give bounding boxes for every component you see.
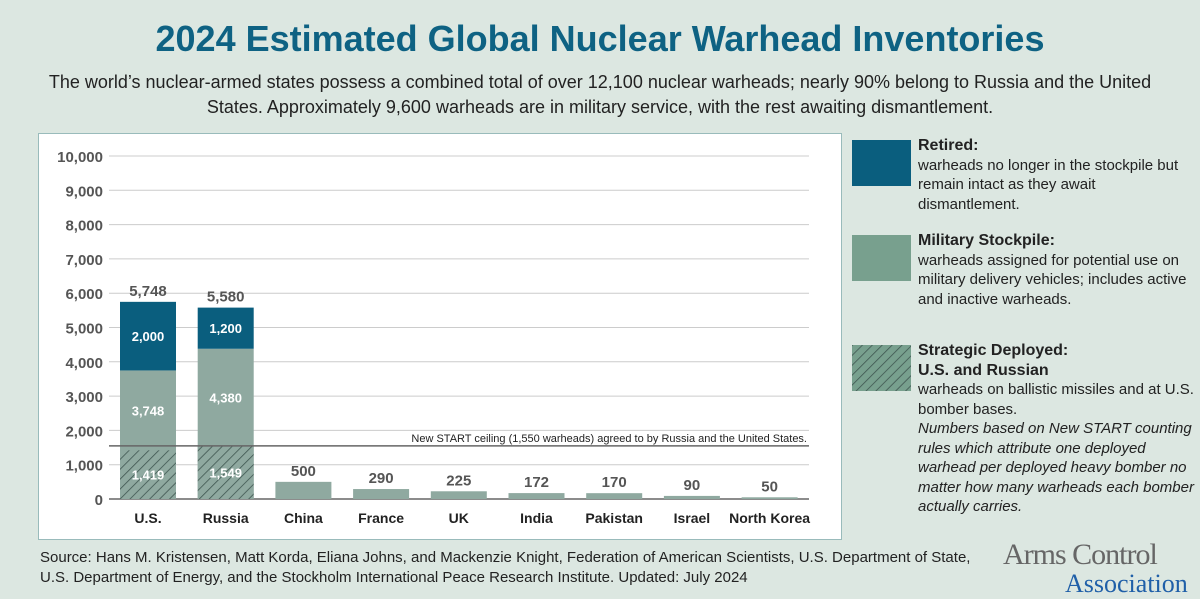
bar-chart: 0 1,000 2,000 3,000 4,000 5,000 6,000 7,000 8,00… [57,149,810,526]
x-tick-label: UK [449,510,469,526]
y-tick-label: 7,000 [65,252,103,269]
bar-total-label: 500 [291,463,316,480]
bar-deployed [197,445,254,499]
legend-title-2: U.S. and Russian [918,361,1049,379]
bar-retired [120,301,176,371]
y-tick-label: 1,000 [65,458,103,475]
bar-stockpile [741,497,798,499]
x-tick-label: India [520,510,553,526]
logo-line2: Association [1065,569,1188,598]
y-tick-label: 2,000 [65,423,103,440]
bar-stockpile [430,491,487,499]
x-tick-label: China [284,510,323,526]
chart-subtitle: The world’s nuclear-armed states possess… [48,72,1152,117]
x-tick-label: North Korea [729,510,810,526]
legend-title: Retired: [918,137,979,154]
bar-total-label: 290 [369,470,394,487]
bar-total-label: 90 [684,477,701,494]
segment-label-deployed: 1,419 [132,468,165,483]
bar-total-label: 170 [602,474,627,491]
bar-stockpile [508,493,565,499]
plot-area: 0 1,000 2,000 3,000 4,000 5,000 6,000 7,000 8,00… [38,133,842,540]
segment-label-deployed: 1,549 [209,465,242,480]
y-tick-label: 10,000 [57,149,103,166]
segment-label-retired: 1,200 [209,321,242,336]
bar-stockpile [663,495,720,499]
segment-label-stockpile: 4,380 [209,390,242,405]
source-note: Source: Hans M. Kristensen, Matt Korda, … [40,549,971,586]
y-tick-label: 5,000 [65,321,103,338]
segment-label-retired: 2,000 [132,329,165,344]
legend-note: Numbers based on New START counting rule… [918,420,1194,515]
new-start-ceiling-label: New START ceiling (1,550 warheads) agree… [411,433,807,445]
y-tick-label: 6,000 [65,286,103,303]
y-tick-label: 8,000 [65,218,103,235]
bar-total-label: 5,748 [129,283,167,300]
bar-total-label: 5,580 [207,289,245,306]
y-tick-label: 3,000 [65,389,103,406]
y-tick-label: 9,000 [65,183,103,200]
x-tick-label: Israel [674,510,711,526]
bar-stockpile [353,489,410,499]
bar-retired [197,307,254,349]
logo-line1: Arms Control [1003,538,1158,571]
bar-total-label: 50 [761,478,778,495]
x-tick-label: Russia [203,510,249,526]
x-tick-label: Pakistan [585,510,643,526]
legend-swatch-stockpile [852,235,911,281]
legend-text: warheads on ballistic missiles and at U.… [918,381,1194,418]
bar-total-label: 172 [524,474,549,491]
bar-deployed [120,450,176,499]
bar-stockpile [275,481,332,499]
bar-stockpile [586,493,643,499]
x-tick-label: U.S. [134,510,161,526]
chart-title: 2024 Estimated Global Nuclear Warhead In… [155,18,1045,59]
y-tick-label: 4,000 [65,355,103,372]
y-tick-label: 0 [95,492,103,509]
legend-text: warheads no longer in the stockpile but … [918,156,1179,213]
legend-text: warheads assigned for potential use on m… [918,251,1187,308]
legend-title: Military Stockpile: [918,232,1055,249]
legend-title: Strategic Deployed: [918,342,1069,359]
legend-swatch-deployed [852,345,911,391]
x-tick-label: France [358,510,404,526]
bar-total-label: 225 [446,472,471,489]
segment-label-stockpile: 3,748 [132,403,165,418]
legend-swatch-retired [852,140,911,186]
